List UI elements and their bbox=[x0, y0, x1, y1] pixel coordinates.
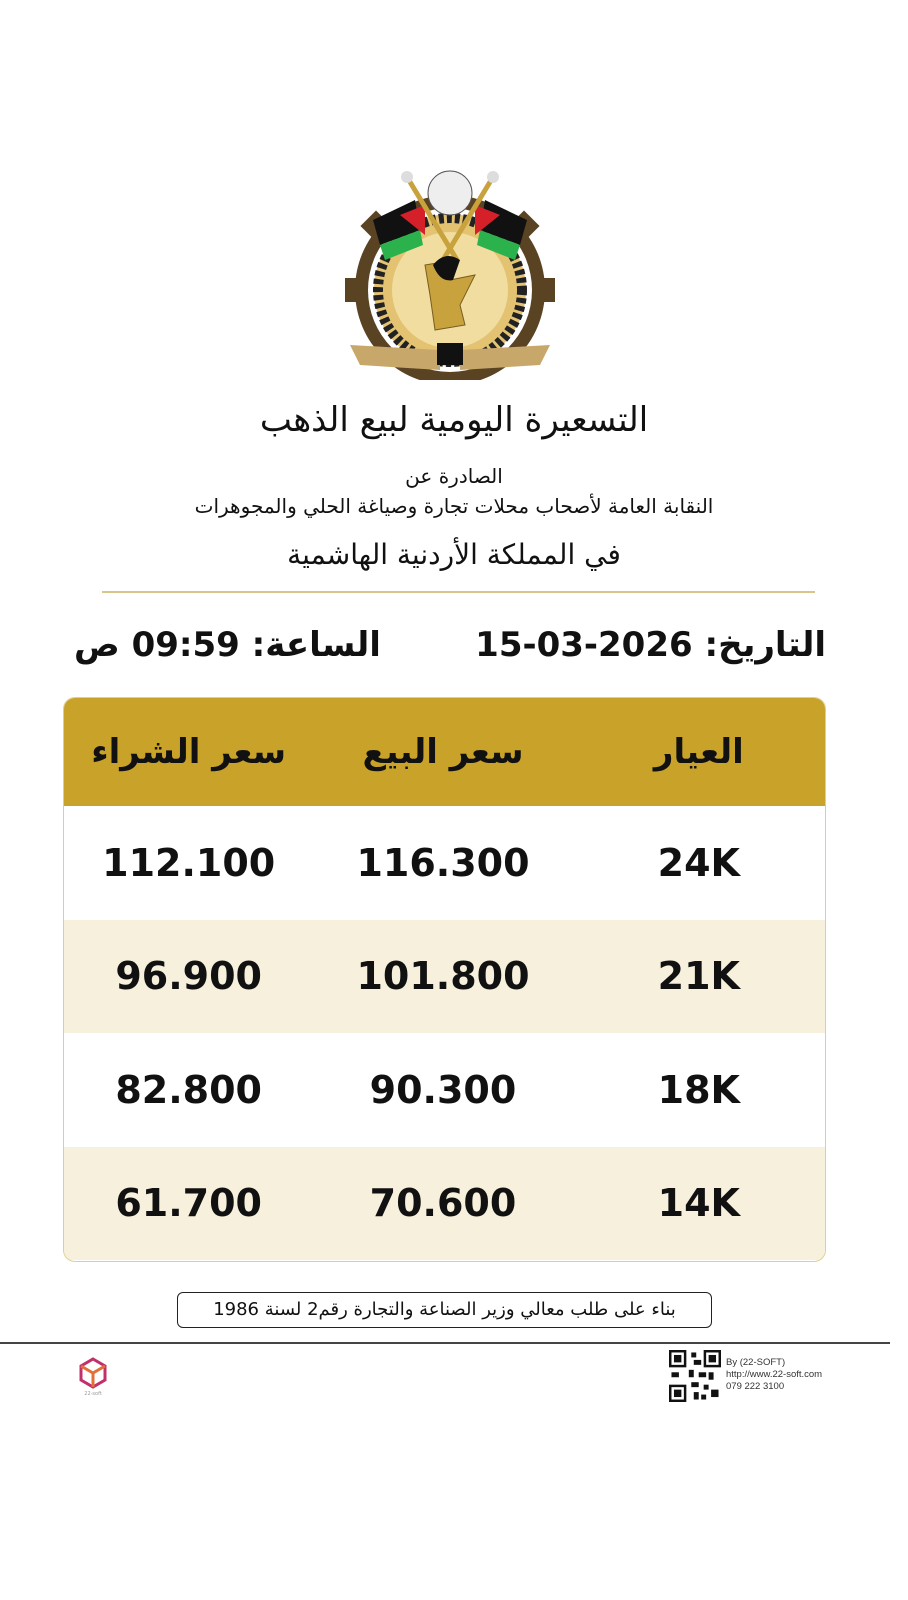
time-label: الساعة: bbox=[251, 625, 381, 665]
sell-cell: 101.800 bbox=[356, 954, 530, 999]
header-sell: سعر البيع bbox=[362, 732, 524, 772]
qr-code-icon[interactable] bbox=[669, 1350, 721, 1402]
table-row: 21K 101.800 96.900 bbox=[64, 919, 825, 1033]
buy-cell: 82.800 bbox=[115, 1067, 262, 1112]
karat-cell: 24K bbox=[657, 840, 740, 885]
22-soft-logo-icon: 22-soft bbox=[79, 1357, 107, 1396]
karat-cell: 14K bbox=[657, 1181, 740, 1226]
union-logo bbox=[345, 170, 555, 380]
buy-cell: 96.900 bbox=[115, 954, 262, 999]
header-buy: سعر الشراء bbox=[91, 732, 287, 772]
union-name: النقابة العامة لأصحاب محلات تجارة وصياغة… bbox=[194, 494, 714, 518]
sell-cell: 70.600 bbox=[369, 1181, 517, 1226]
buy-cell: 112.100 bbox=[102, 840, 276, 885]
buy-cell: 61.700 bbox=[115, 1181, 262, 1226]
credit-url[interactable]: http://www.22-soft.com bbox=[726, 1369, 823, 1380]
date-label: التاريخ: bbox=[704, 625, 826, 665]
date-value: 15-03-2026 bbox=[475, 625, 693, 665]
footer-divider bbox=[0, 1342, 890, 1344]
table-header: العيار سعر البيع سعر الشراء bbox=[64, 698, 825, 806]
developer-credit: By (22-SOFT) http://www.22-soft.com 079 … bbox=[726, 1357, 822, 1393]
time-display: الساعة: 09:59 ص bbox=[74, 625, 381, 665]
issued-by-label: الصادرة عن bbox=[405, 464, 503, 488]
date-display: التاريخ: 15-03-2026 bbox=[475, 625, 826, 665]
divider bbox=[102, 591, 815, 593]
karat-cell: 18K bbox=[657, 1067, 740, 1112]
legal-note: بناء على طلب معالي وزير الصناعة والتجارة… bbox=[177, 1292, 712, 1328]
time-value: 09:59 ص bbox=[74, 625, 240, 665]
page-title: التسعيرة اليومية لبيع الذهب bbox=[259, 400, 649, 440]
header-karat: العيار bbox=[653, 732, 744, 772]
table-row: 18K 90.300 82.800 bbox=[64, 1033, 825, 1147]
svg-text:22-soft: 22-soft bbox=[84, 1391, 102, 1396]
price-table: العيار سعر البيع سعر الشراء 24K 116.300 … bbox=[63, 697, 826, 1262]
credit-phone: 079 222 3100 bbox=[726, 1381, 785, 1392]
table-row: 14K 70.600 61.700 bbox=[64, 1146, 825, 1260]
sell-cell: 90.300 bbox=[369, 1067, 517, 1112]
sell-cell: 116.300 bbox=[356, 840, 530, 885]
karat-cell: 21K bbox=[657, 954, 740, 999]
table-row: 24K 116.300 112.100 bbox=[64, 806, 825, 920]
kingdom-name: في المملكة الأردنية الهاشمية bbox=[287, 538, 621, 571]
credit-by: By (22-SOFT) bbox=[726, 1357, 786, 1368]
